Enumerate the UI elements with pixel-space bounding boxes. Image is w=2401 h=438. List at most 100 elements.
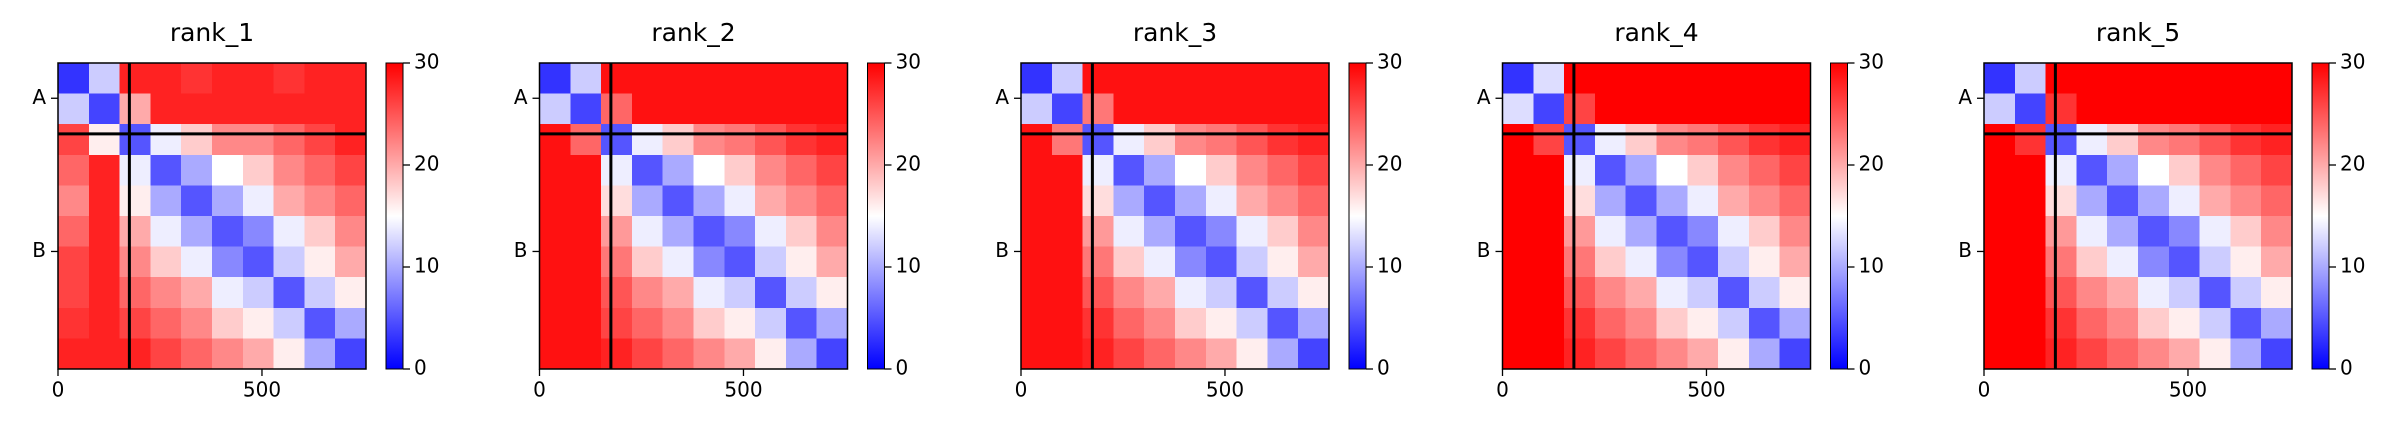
heatmap-cell [2138, 307, 2170, 339]
heatmap-cell [212, 93, 244, 125]
heatmap-cell [816, 185, 848, 217]
y-tick-label: A [32, 85, 46, 109]
heatmap-cell [88, 338, 121, 370]
y-tick-label: A [995, 85, 1009, 109]
heatmap-cell [88, 277, 121, 309]
heatmap-cell [242, 338, 275, 370]
panel-title: rank_5 [2096, 18, 2180, 47]
heatmap-cell [1205, 124, 1238, 156]
heatmap-cell [181, 246, 213, 278]
heatmap-cell [242, 93, 275, 125]
heatmap-cell [2230, 246, 2262, 278]
heatmap-cell [119, 93, 151, 125]
heatmap-cell [1021, 93, 1053, 125]
panel: rank_5 0 500 A B 0 10 20 30 [1958, 18, 2365, 402]
heatmap-cell [2107, 216, 2139, 248]
heatmap-cell [1267, 124, 1299, 156]
heatmap-cell [1205, 216, 1238, 248]
heatmap-cell [1748, 338, 1781, 370]
heatmap-cell [1175, 93, 1207, 125]
heatmap-cell [1718, 185, 1750, 217]
heatmap-cell [1205, 338, 1238, 370]
colorbar-tick-label: 0 [1859, 356, 1872, 380]
heatmap-cell [1082, 124, 1114, 156]
heatmap-cell [539, 124, 571, 156]
heatmap-cell [1533, 63, 1565, 95]
heatmap-cell [662, 63, 694, 95]
colorbar-tick-label: 0 [414, 356, 427, 380]
heatmap-cell [1175, 154, 1207, 186]
heatmap-cell [1625, 185, 1657, 217]
heatmap-cell [662, 185, 694, 217]
heatmap-cell [2138, 124, 2170, 156]
heatmap-cell [2168, 124, 2201, 156]
heatmap-cell [1051, 93, 1084, 125]
heatmap-cell [242, 307, 275, 339]
heatmap-cell [58, 124, 90, 156]
heatmap-cell [1984, 154, 2016, 186]
heatmap-cell [150, 93, 182, 125]
heatmap-cell [1687, 338, 1719, 370]
heatmap-cell [212, 63, 244, 95]
heatmap-cell [724, 307, 756, 339]
heatmap-cell [570, 307, 602, 339]
heatmap-cell [150, 154, 182, 186]
heatmap-cell [2014, 277, 2047, 309]
heatmap-cell [1594, 307, 1627, 339]
heatmap-cell [181, 277, 213, 309]
heatmap-cell [304, 124, 336, 156]
heatmap-cell [181, 216, 213, 248]
heatmap-cell [58, 63, 90, 95]
heatmap-cell [1267, 307, 1299, 339]
heatmap-cell [88, 307, 121, 339]
x-tick-label: 500 [1206, 378, 1244, 402]
heatmap-cell [693, 63, 725, 95]
heatmap-cell [2045, 63, 2077, 95]
heatmap-cell [785, 185, 818, 217]
heatmap-cell [2076, 124, 2108, 156]
heatmap-cell [58, 338, 90, 370]
heatmap-cell [1748, 63, 1781, 95]
heatmap-cell [1594, 277, 1627, 309]
x-tick-label: 500 [2169, 378, 2207, 402]
heatmap-cell [2230, 277, 2262, 309]
heatmap-cell [601, 93, 633, 125]
heatmap-cell [1564, 216, 1596, 248]
heatmap-cell [2230, 93, 2262, 125]
heatmap-cell [601, 307, 633, 339]
heatmap-cell [1656, 277, 1688, 309]
heatmap-cell [335, 216, 367, 248]
heatmap-cell [1113, 338, 1145, 370]
heatmap-cell [2138, 246, 2170, 278]
heatmap-cell [2014, 185, 2047, 217]
heatmap-cell [2014, 307, 2047, 339]
heatmap-cell [816, 216, 848, 248]
colorbar [2311, 62, 2330, 370]
heatmap-cell [1748, 124, 1781, 156]
heatmap-cell [816, 63, 848, 95]
panel-title: rank_3 [1133, 18, 1217, 47]
heatmap-cell [2138, 277, 2170, 309]
heatmap-cell [58, 246, 90, 278]
x-tick-label: 500 [1687, 378, 1725, 402]
heatmap-cell [1984, 277, 2016, 309]
heatmap-cell [1984, 185, 2016, 217]
heatmap-cell [273, 124, 305, 156]
heatmap-cell [1113, 63, 1145, 95]
heatmap-cell [1175, 246, 1207, 278]
heatmap-cell [1082, 216, 1114, 248]
x-tick-label: 0 [533, 378, 546, 402]
heatmap-cell [1298, 216, 1330, 248]
heatmap-cell [662, 154, 694, 186]
colorbar-tick-label: 0 [1377, 356, 1390, 380]
heatmap-cell [1748, 216, 1781, 248]
heatmap-cell [1021, 185, 1053, 217]
heatmap-cell [181, 124, 213, 156]
heatmap-cell [242, 277, 275, 309]
heatmap-cell [1656, 154, 1688, 186]
heatmap-cell [724, 185, 756, 217]
heatmap-cell [693, 307, 725, 339]
heatmap-cell [1502, 154, 1534, 186]
heatmap-cell [539, 338, 571, 370]
heatmap-cell [2138, 216, 2170, 248]
